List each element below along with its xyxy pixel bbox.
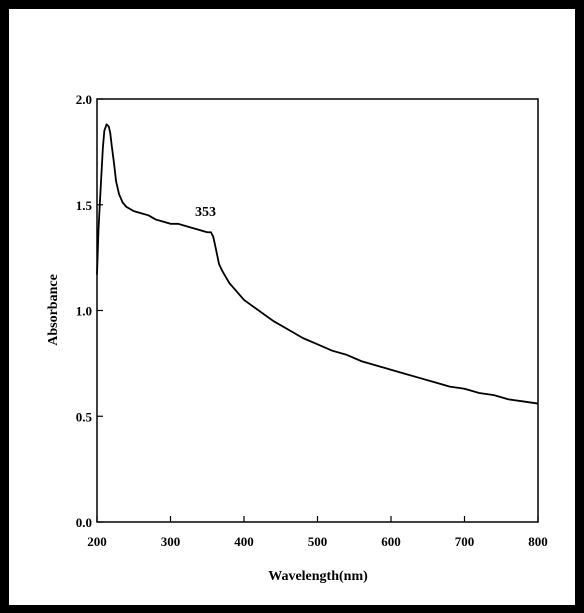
x-tick-label-300: 300 — [161, 534, 181, 549]
x-tick-label-600: 600 — [381, 534, 401, 549]
x-tick-label-700: 700 — [455, 534, 475, 549]
x-tick-label-200: 200 — [87, 534, 107, 549]
plot-area — [96, 98, 539, 523]
y-tick-label-1.5: 1.5 — [76, 198, 93, 213]
x-tick-label-400: 400 — [234, 534, 254, 549]
y-tick-label-1.0: 1.0 — [76, 304, 92, 319]
absorbance-curve — [96, 123, 539, 405]
y-axis-title: Absorbance — [46, 274, 61, 346]
x-tick-label-800: 800 — [528, 534, 548, 549]
peak-annotation-353: 353 — [195, 205, 216, 220]
x-axis-ticks: 200 300 400 500 600 700 800 — [87, 516, 548, 549]
y-tick-label-0.0: 0.0 — [76, 515, 92, 530]
y-axis-ticks: 0.0 0.5 1.0 1.5 2.0 — [76, 92, 103, 530]
x-axis-title: Wavelength(nm) — [268, 569, 368, 584]
y-tick-label-0.5: 0.5 — [76, 409, 93, 424]
y-tick-label-2.0: 2.0 — [76, 92, 92, 107]
x-tick-label-500: 500 — [308, 534, 328, 549]
